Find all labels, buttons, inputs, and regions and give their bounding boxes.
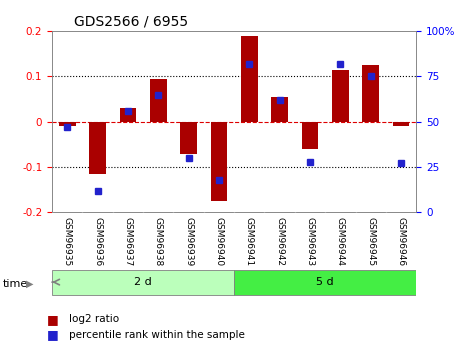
Text: 5 d: 5 d (316, 277, 334, 287)
Text: GSM96941: GSM96941 (245, 217, 254, 266)
Bar (332, 70, 349, 122)
Text: GSM96936: GSM96936 (93, 217, 102, 266)
Bar (210, 122, 228, 201)
Bar (241, 36, 258, 122)
Bar (52, 270, 234, 295)
Text: percentile rank within the sample: percentile rank within the sample (69, 330, 245, 339)
Text: 2 d: 2 d (134, 277, 152, 287)
Text: GSM96944: GSM96944 (336, 217, 345, 266)
Text: GSM96940: GSM96940 (214, 217, 223, 266)
Text: GSM96946: GSM96946 (396, 217, 405, 266)
Text: GSM96943: GSM96943 (306, 217, 315, 266)
Bar (89, 122, 106, 174)
Text: GSM96935: GSM96935 (63, 217, 72, 266)
Bar (302, 122, 318, 149)
Text: time: time (2, 279, 27, 289)
Bar (393, 122, 410, 126)
Text: GSM96945: GSM96945 (366, 217, 375, 266)
Bar (59, 122, 76, 126)
Bar (120, 108, 136, 122)
Text: GDS2566 / 6955: GDS2566 / 6955 (74, 14, 188, 29)
Text: ■: ■ (47, 328, 59, 341)
Bar (150, 79, 166, 122)
Bar (272, 97, 288, 122)
Text: log2 ratio: log2 ratio (69, 314, 119, 324)
Bar (234, 270, 416, 295)
Bar (180, 122, 197, 154)
Text: GSM96937: GSM96937 (123, 217, 132, 266)
Text: GSM96938: GSM96938 (154, 217, 163, 266)
Text: ▶: ▶ (26, 279, 34, 289)
Bar (362, 65, 379, 122)
Text: GSM96939: GSM96939 (184, 217, 193, 266)
Text: GSM96942: GSM96942 (275, 217, 284, 266)
Text: ■: ■ (47, 313, 59, 326)
